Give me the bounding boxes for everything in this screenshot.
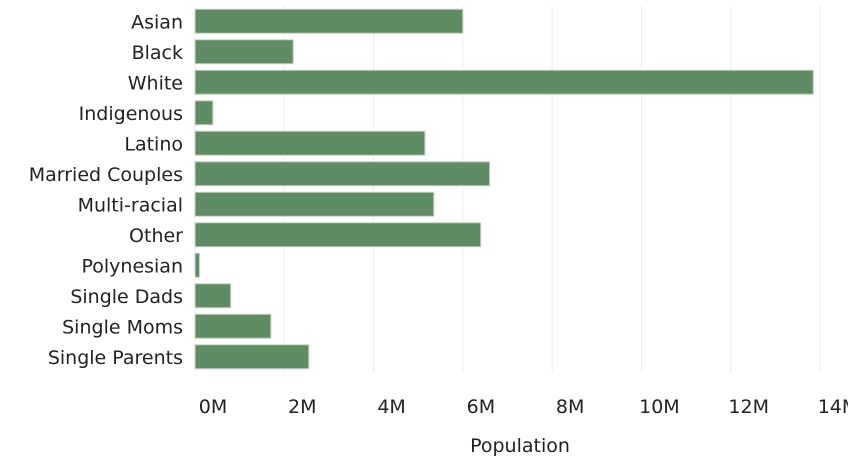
category-label: Other	[129, 225, 183, 247]
x-tick-label: 12M	[728, 396, 769, 418]
bars	[194, 8, 814, 370]
category-label: Indigenous	[79, 103, 183, 125]
bar	[194, 39, 294, 65]
bar	[194, 161, 491, 187]
category-label: Black	[132, 42, 183, 64]
x-tick-label: 0M	[199, 396, 227, 418]
x-tick-label: 10M	[639, 396, 680, 418]
bar	[194, 8, 464, 34]
x-tick-label: 14M	[818, 396, 848, 418]
bar	[194, 222, 482, 248]
category-label: Single Parents	[48, 347, 183, 369]
bar	[194, 313, 272, 339]
bar	[194, 283, 232, 309]
x-tick-label: 2M	[288, 396, 316, 418]
bar	[194, 252, 200, 278]
category-label: Multi-racial	[78, 194, 183, 216]
gridlines	[194, 6, 821, 372]
category-label: Married Couples	[29, 164, 183, 186]
x-tick-label: 4M	[377, 396, 405, 418]
category-label: White	[128, 72, 183, 94]
category-label: Polynesian	[81, 255, 183, 277]
x-tick-label: 8M	[556, 396, 584, 418]
category-label: Asian	[131, 11, 183, 33]
x-axis-title: Population	[470, 435, 570, 457]
category-label: Single Moms	[62, 316, 183, 338]
bar	[194, 100, 214, 126]
category-label: Latino	[124, 133, 183, 155]
category-labels: Asian Black White Indigenous Latino Married C…	[29, 11, 183, 369]
bar	[194, 130, 426, 156]
x-tick-label: 6M	[467, 396, 495, 418]
bar	[194, 344, 310, 370]
category-label: Single Dads	[70, 286, 183, 308]
bar	[194, 69, 814, 95]
x-tick-labels: 0M 2M 4M 6M 8M 10M 12M 14M	[199, 396, 848, 418]
bar	[194, 191, 435, 217]
